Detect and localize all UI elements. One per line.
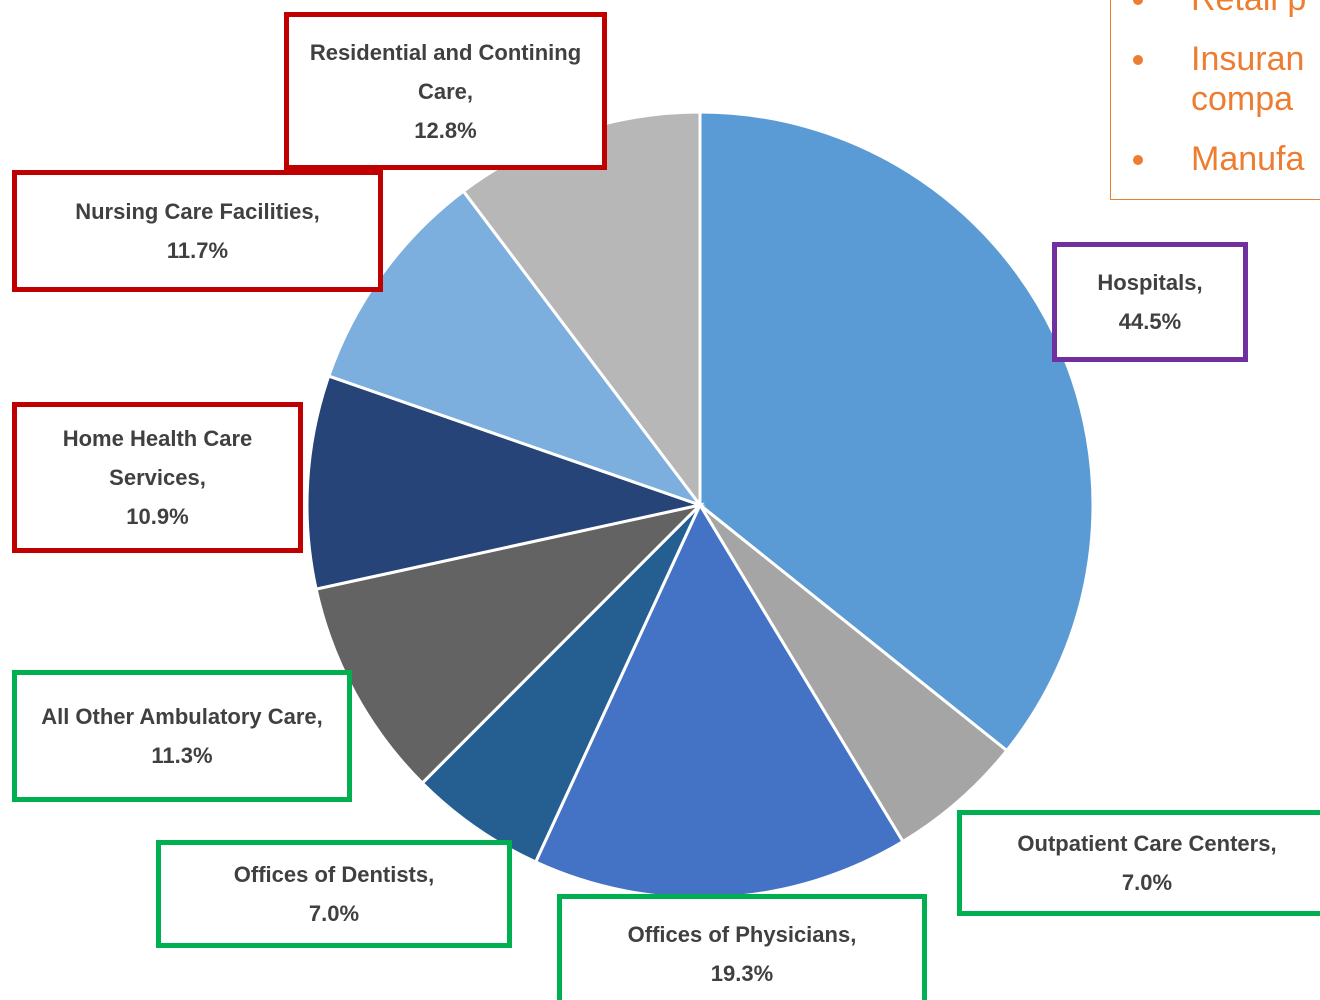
note-text: Retail p (1191, 0, 1306, 18)
label-category: Residential and Contining Care, (309, 39, 582, 104)
note-text: Manufa (1191, 140, 1305, 178)
note-line: Insuran (1111, 39, 1304, 79)
data-label: Residential and Contining Care, 12.8% (284, 12, 607, 170)
label-value: 44.5% (1118, 309, 1182, 334)
data-label: Hospitals, 44.5% (1052, 242, 1248, 362)
note-text: Insuran (1191, 40, 1305, 78)
label-value: 19.3% (710, 961, 774, 986)
pie-slice (314, 502, 705, 786)
label-value: 12.8% (414, 117, 477, 143)
label-category: Offices of Dentists, (233, 862, 435, 887)
note-text: compa (1191, 80, 1294, 118)
data-label: All Other Ambulatory Care, 11.3% (12, 670, 352, 802)
pie-slice (698, 503, 1009, 844)
label-value: 7.0% (308, 901, 360, 926)
data-label: Offices of Physicians, 19.3% (557, 894, 927, 1000)
label-category: Hospitals, (1097, 270, 1203, 295)
label-category: All Other Ambulatory Care, (41, 704, 323, 729)
label-value: 7.0% (1121, 870, 1173, 895)
data-label: Offices of Dentists, 7.0% (156, 840, 512, 948)
pie-slice (305, 374, 706, 591)
data-label: Nursing Care Facilities, 11.7% (12, 170, 383, 292)
note-line: Manufa (1111, 139, 1304, 179)
label-value: 11.3% (151, 743, 213, 768)
label-category: Home Health Care Services, (62, 426, 253, 490)
label-category: Offices of Physicians, (627, 922, 857, 947)
label-value: 10.9% (126, 504, 189, 529)
data-label: Home Health Care Services, 10.9% (12, 402, 303, 553)
label-category: Nursing Care Facilities, (75, 199, 320, 224)
note-line: compa (1111, 79, 1293, 119)
bullet (1133, 55, 1143, 65)
pie-slice (420, 503, 702, 864)
label-category: Outpatient Care Centers, (1017, 831, 1277, 856)
data-label: Outpatient Care Centers, 7.0% (957, 810, 1320, 916)
bullet (1133, 0, 1143, 5)
label-value: 11.7% (166, 238, 229, 263)
note-line: Retail p (1111, 0, 1306, 19)
bullet (1133, 155, 1143, 165)
